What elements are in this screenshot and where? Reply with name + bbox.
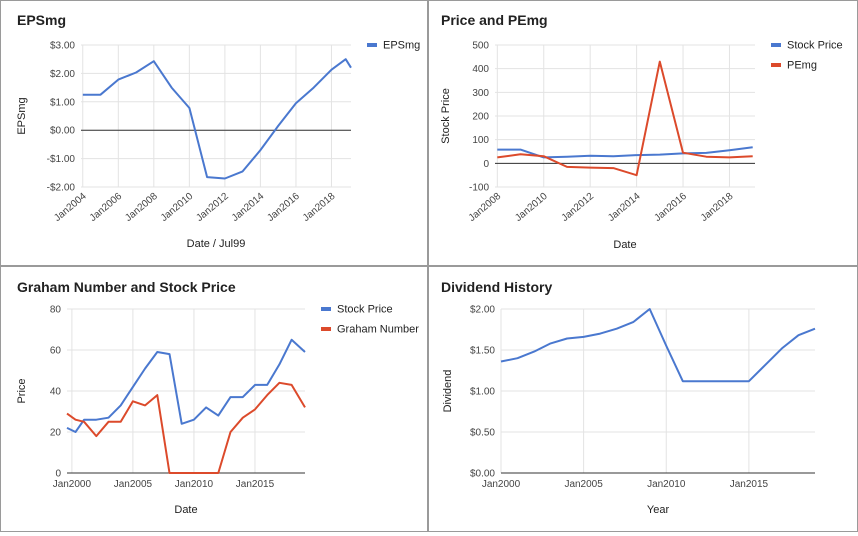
y-axis-label: EPSmg [16,97,28,134]
legend-label: Stock Price [337,304,393,316]
y-tick-label: 400 [472,64,489,75]
x-axis-label: Year [647,504,670,516]
eps-chart: EPSmg $3.00$2.00$1.00$0.00-$1.00-$2.00Ja… [16,12,420,251]
y-tick-label: 200 [472,112,489,123]
legend-swatch [771,63,781,67]
series-line-epsmg [82,58,352,180]
chart-title: Dividend History [441,279,552,295]
x-tick-label: Jan2000 [53,479,92,490]
legend-swatch [321,307,331,311]
y-axis-label: Stock Price [440,88,452,144]
price-pemg-chart: Price and PEmg 5004003002001000-100Jan20… [440,12,843,252]
x-tick-label: Jan2000 [482,479,521,490]
y-axis-label: Price [16,378,28,403]
x-tick-label: Jan2012 [194,191,231,224]
chart-panel-dividend: Dividend History $2.00 $1.50 $1.00 $0.50 $0.… [428,266,858,532]
y-tick-label: $2.00 [50,69,75,80]
y-tick-label: 500 [472,41,489,52]
y-tick-label: 40 [50,387,62,398]
x-tick-label: Jan2014 [230,191,267,224]
graham-chart: Graham Number and Stock Price 806040200J… [16,279,419,517]
x-tick-label: Jan2008 [467,191,504,224]
chart-panel-graham: Graham Number and Stock Price 80 60 40 20 0 J… [0,266,428,532]
y-tick-label: $1.00 [50,97,75,108]
x-tick-label: Jan2004 [52,191,89,224]
y-tick-label: 20 [50,428,62,439]
legend-label: Stock Price [787,40,843,52]
x-tick-label: Jan2015 [730,479,769,490]
x-tick-label: Jan2018 [301,191,338,224]
x-tick-label: Jan2010 [159,191,196,224]
y-tick-label: $1.00 [470,387,495,398]
dividend-chart: Dividend History $2.00 $1.50 $1.00 $0.50 $0.… [441,279,816,516]
legend-label: Graham Number [337,324,419,336]
series-line-stock-price [66,338,306,433]
y-tick-label: 300 [472,88,489,99]
series-line-pemg [497,60,753,177]
chart-title: EPSmg [17,12,66,28]
x-tick-label: Jan2008 [123,191,160,224]
chart-panel-price-pemg: Price and PEmg 500 400 300 200 100 0 -100 Jan20… [428,0,858,266]
x-tick-label: Jan2016 [265,191,302,224]
x-axis-label: Date [174,504,197,516]
x-tick-label: Jan2016 [652,191,689,224]
x-tick-label: Jan2018 [699,191,736,224]
x-tick-label: Jan2015 [236,479,275,490]
legend-label: EPSmg [383,40,420,52]
y-tick-label: $0.00 [50,126,75,137]
x-tick-label: Jan2014 [606,191,643,224]
x-tick-label: Jan2006 [88,191,125,224]
x-tick-label: Jan2012 [560,191,597,224]
y-tick-label: 0 [55,469,61,480]
y-tick-label: 60 [50,346,62,357]
y-tick-label: $1.50 [470,346,495,357]
x-tick-label: Jan2010 [513,191,550,224]
x-tick-label: Jan2005 [114,479,153,490]
x-axis-label: Date [613,239,636,251]
series-line-dividend [500,308,816,383]
legend-label: PEmg [787,60,817,72]
series-line-graham-number [66,381,306,474]
x-axis-label: Date / Jul99 [187,238,246,250]
y-tick-label: $0.50 [470,428,495,439]
x-tick-label: Jan2010 [175,479,214,490]
y-tick-label: $0.00 [470,469,495,480]
y-tick-label: $3.00 [50,41,75,52]
x-tick-label: Jan2005 [564,479,603,490]
y-axis-label: Dividend [442,370,454,413]
chart-title: Graham Number and Stock Price [17,279,236,295]
y-tick-label: -$1.00 [47,154,76,165]
y-tick-label: -$2.00 [47,183,76,194]
legend-swatch [771,43,781,47]
chart-panel-eps: EPSmg $3.00 $2.00 $1.00 $0.00 -$1.00 -$2.00 Ja… [0,0,428,266]
y-tick-label: 80 [50,305,62,316]
y-tick-label: 0 [483,159,489,170]
legend-swatch [367,43,377,47]
x-tick-label: Jan2010 [647,479,686,490]
y-tick-label: -100 [469,183,489,194]
chart-title: Price and PEmg [441,12,548,28]
y-tick-label: $2.00 [470,305,495,316]
legend-swatch [321,327,331,331]
y-tick-label: 100 [472,135,489,146]
